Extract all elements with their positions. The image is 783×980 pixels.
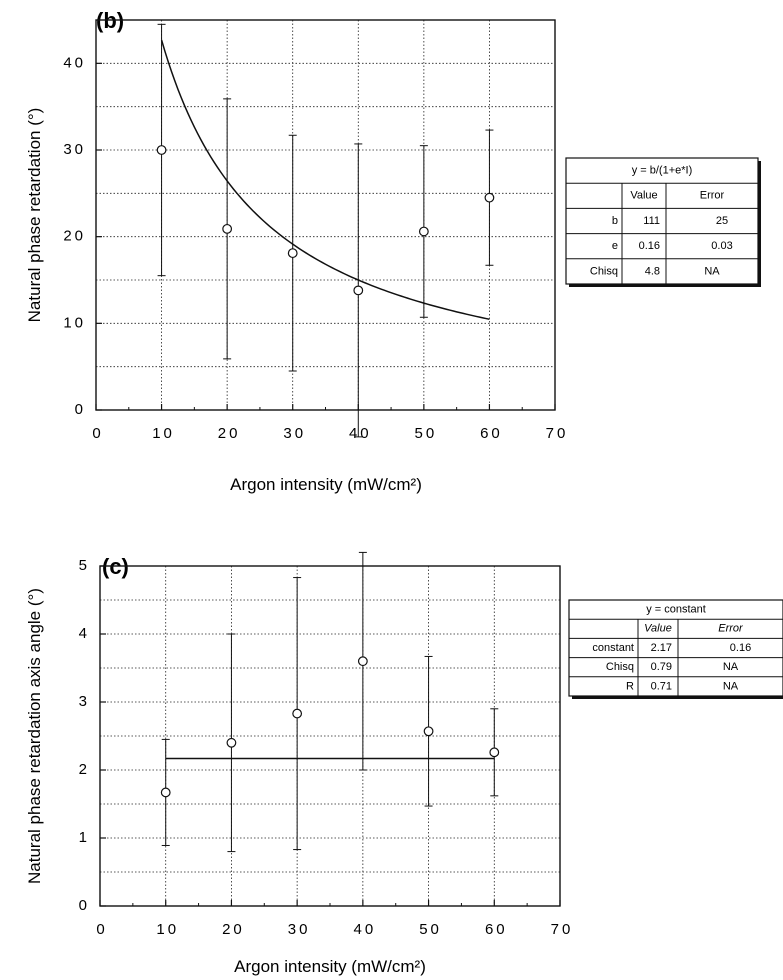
data-point xyxy=(222,223,233,234)
fit-table-value: 0.71 xyxy=(651,680,672,692)
data-point xyxy=(292,708,303,719)
fit-table-error: NA xyxy=(723,661,739,673)
fit-table-error: 0.03 xyxy=(711,240,732,252)
y-tick-label: 2 xyxy=(79,761,90,778)
x-tick-label: 40 xyxy=(354,921,377,938)
data-point xyxy=(226,737,237,748)
x-tick-label: 20 xyxy=(222,921,245,938)
fit-table-title: y = constant xyxy=(646,604,706,616)
data-point xyxy=(160,787,171,798)
fit-table-header: Value xyxy=(644,623,672,635)
x-tick-label: 30 xyxy=(283,425,306,442)
fit-table-header: Value xyxy=(630,190,657,202)
fit-table-param-name: b xyxy=(612,215,618,227)
fit-table-param-name: constant xyxy=(592,642,634,654)
data-point xyxy=(156,145,167,155)
y-tick-label: 40 xyxy=(63,54,86,71)
fit-table-frame xyxy=(568,599,783,697)
fit-table-header: Error xyxy=(718,623,744,635)
fit-table-param-name: e xyxy=(612,240,618,252)
data-point xyxy=(357,656,368,667)
fit-table-value: 2.17 xyxy=(651,642,672,654)
data-point xyxy=(423,726,434,737)
x-tick-label: 60 xyxy=(480,425,503,442)
fit-table-frame xyxy=(565,157,759,285)
fit-table-value: 0.16 xyxy=(639,240,660,252)
data-point xyxy=(287,248,298,259)
y-tick-label: 5 xyxy=(79,557,90,574)
x-tick-label: 50 xyxy=(415,425,438,442)
y-tick-label: 30 xyxy=(63,141,86,158)
fit-table-param-name: R xyxy=(626,680,634,692)
y-tick-label: 20 xyxy=(63,228,86,245)
x-tick-label: 20 xyxy=(218,425,241,442)
fit-table-error: 0.16 xyxy=(730,642,751,654)
y-axis-title: Natural phase retardation axis angle (°) xyxy=(25,588,44,884)
fit-table: y = constant Value Error constant 2.17 0.16 Ch… xyxy=(568,599,783,699)
x-tick-label: 30 xyxy=(288,921,311,938)
fit-table-error: NA xyxy=(704,265,720,277)
fit-table-header: Error xyxy=(700,190,725,202)
data-point xyxy=(484,192,495,203)
y-tick-label: 3 xyxy=(79,693,90,710)
fit-table: y = b/(1+e*I) Value Error b 111 25 e 0.16 0.03 Ch… xyxy=(565,157,761,287)
x-tick-label: 0 xyxy=(92,425,103,442)
fit-table-error: NA xyxy=(723,680,739,692)
plot-frame xyxy=(95,19,556,411)
fit-curve xyxy=(160,39,490,320)
fit-table-param-name: Chisq xyxy=(606,661,634,673)
x-tick-label: 10 xyxy=(152,425,175,442)
x-tick-label: 50 xyxy=(419,921,442,938)
fit-table-param-name: Chisq xyxy=(590,265,618,277)
x-tick-label: 70 xyxy=(546,425,569,442)
data-point xyxy=(489,747,500,758)
x-tick-label: 0 xyxy=(96,921,107,938)
y-tick-label: 0 xyxy=(75,401,86,418)
y-tick-label: 1 xyxy=(79,829,90,846)
fit-table-error: 25 xyxy=(716,215,728,227)
fit-table-value: 111 xyxy=(643,215,660,227)
fit-table-title: y = b/(1+e*I) xyxy=(632,165,693,177)
y-tick-label: 10 xyxy=(63,314,86,331)
x-axis-title: Argon intensity (mW/cm²) xyxy=(234,957,426,976)
y-tick-label: 4 xyxy=(79,625,90,642)
x-axis-title: Argon intensity (mW/cm²) xyxy=(230,475,422,494)
plot-frame xyxy=(99,565,561,907)
x-tick-label: 70 xyxy=(551,921,574,938)
x-tick-label: 60 xyxy=(485,921,508,938)
fit-table-value: 4.8 xyxy=(645,265,660,277)
data-point xyxy=(418,226,429,237)
y-tick-label: 0 xyxy=(79,897,90,914)
y-axis-title: Natural phase retardation (°) xyxy=(25,108,44,323)
data-point xyxy=(353,285,364,296)
fit-table-value: 0.79 xyxy=(651,661,672,673)
x-tick-label: 10 xyxy=(156,921,179,938)
x-tick-label: 40 xyxy=(349,425,372,442)
